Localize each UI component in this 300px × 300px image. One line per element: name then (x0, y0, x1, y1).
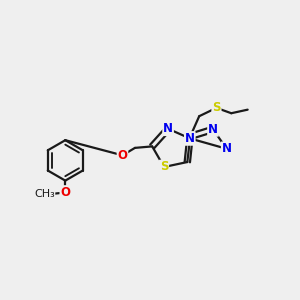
Text: N: N (185, 132, 195, 145)
Text: N: N (222, 142, 232, 155)
Text: O: O (118, 149, 128, 162)
Text: O: O (60, 186, 70, 199)
Text: S: S (212, 101, 221, 114)
Text: S: S (160, 160, 168, 173)
Text: N: N (208, 123, 218, 136)
Text: N: N (163, 122, 173, 135)
Text: CH₃: CH₃ (34, 189, 55, 199)
